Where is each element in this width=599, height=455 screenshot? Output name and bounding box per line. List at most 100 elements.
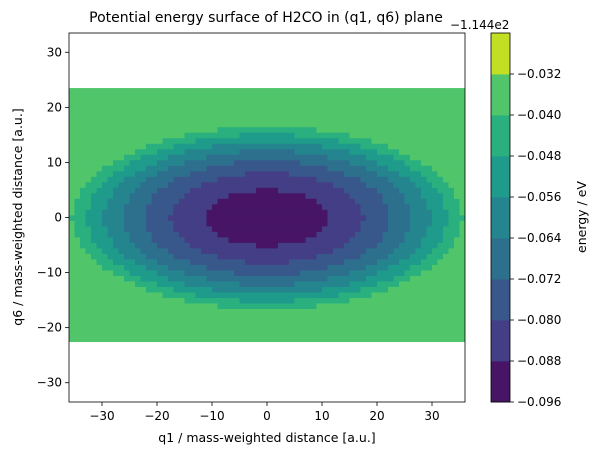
- contour-cell: [102, 302, 109, 309]
- contour-cell: [454, 297, 461, 304]
- contour-cell: [256, 231, 263, 238]
- contour-cell: [393, 154, 400, 161]
- contour-cell: [421, 280, 428, 287]
- contour-cell: [102, 231, 109, 238]
- contour-cell: [322, 132, 329, 139]
- contour-cell: [135, 132, 142, 139]
- contour-cell: [250, 324, 257, 332]
- contour-cell: [377, 143, 384, 150]
- contour-cell: [278, 132, 285, 139]
- contour-cell: [228, 324, 235, 332]
- contour-cell: [162, 176, 169, 183]
- contour-cell: [443, 220, 450, 227]
- contour-cell: [239, 324, 246, 332]
- contour-cell: [360, 121, 367, 128]
- contour-cell: [206, 203, 213, 210]
- contour-cell: [278, 231, 285, 238]
- contour-cell: [124, 93, 131, 100]
- contour-cell: [223, 154, 230, 161]
- contour-cell: [118, 209, 125, 216]
- contour-cell: [91, 324, 98, 332]
- contour-cell: [459, 110, 465, 117]
- contour-cell: [157, 264, 164, 271]
- contour-cell: [250, 209, 257, 216]
- contour-cell: [217, 132, 224, 139]
- contour-cell: [107, 110, 114, 117]
- contour-cell: [256, 302, 263, 309]
- contour-cell: [437, 192, 444, 199]
- contour-cell: [349, 137, 356, 144]
- contour-cell: [322, 170, 329, 177]
- contour-cell: [146, 214, 153, 221]
- contour-cell: [454, 231, 461, 238]
- contour-cell: [443, 242, 450, 249]
- contour-cell: [327, 126, 334, 133]
- contour-cell: [162, 126, 169, 133]
- contour-cell: [223, 148, 230, 155]
- contour-cell: [327, 198, 334, 205]
- contour-cell: [239, 242, 246, 249]
- contour-cell: [448, 247, 455, 254]
- contour-cell: [349, 242, 356, 249]
- contour-cell: [415, 126, 422, 133]
- contour-cell: [344, 187, 351, 194]
- contour-cell: [80, 242, 87, 249]
- contour-cell: [190, 115, 197, 122]
- contour-cell: [410, 236, 417, 243]
- contour-cell: [85, 264, 92, 271]
- contour-cell: [85, 88, 92, 95]
- contour-cell: [388, 132, 395, 139]
- contour-cell: [91, 132, 98, 139]
- contour-cell: [377, 192, 384, 199]
- contour-cell: [448, 209, 455, 216]
- contour-cell: [316, 104, 323, 111]
- contour-cell: [371, 225, 378, 232]
- contour-cell: [421, 242, 428, 249]
- contour-cell: [228, 313, 235, 320]
- contour-cell: [173, 291, 180, 298]
- contour-cell: [129, 187, 136, 194]
- contour-cell: [69, 192, 76, 199]
- contour-cell: [135, 88, 142, 95]
- contour-cell: [333, 165, 340, 172]
- contour-cell: [96, 236, 103, 243]
- contour-cell: [382, 280, 389, 287]
- contour-cell: [74, 126, 81, 133]
- contour-cell: [201, 104, 208, 111]
- contour-cell: [151, 214, 158, 221]
- contour-cell: [223, 132, 230, 139]
- contour-cell: [344, 126, 351, 133]
- contour-cell: [311, 220, 318, 227]
- contour-cell: [190, 121, 197, 128]
- contour-cell: [322, 148, 329, 155]
- contour-cell: [305, 126, 312, 133]
- contour-cell: [382, 165, 389, 172]
- contour-cell: [311, 214, 318, 221]
- contour-cell: [91, 99, 98, 106]
- contour-cell: [294, 308, 301, 315]
- contour-cell: [289, 258, 296, 265]
- contour-cell: [124, 159, 131, 166]
- contour-cell: [311, 253, 318, 260]
- contour-cell: [85, 154, 92, 161]
- contour-cell: [371, 220, 378, 227]
- contour-cell: [91, 181, 98, 188]
- contour-cell: [283, 225, 290, 232]
- contour-cell: [212, 236, 219, 243]
- contour-cell: [256, 275, 263, 282]
- contour-cell: [355, 319, 362, 326]
- contour-cell: [151, 159, 158, 166]
- contour-cell: [113, 209, 120, 216]
- contour-cell: [432, 297, 439, 304]
- contour-cell: [228, 143, 235, 150]
- contour-cell: [217, 181, 224, 188]
- contour-cell: [377, 225, 384, 232]
- contour-cell: [151, 198, 158, 205]
- contour-cell: [184, 159, 191, 166]
- contour-cell: [96, 148, 103, 155]
- contour-cell: [228, 335, 235, 343]
- contour-cell: [250, 93, 257, 100]
- contour-cell: [201, 176, 208, 183]
- colorbar-frame: [490, 32, 511, 403]
- contour-cell: [432, 242, 439, 249]
